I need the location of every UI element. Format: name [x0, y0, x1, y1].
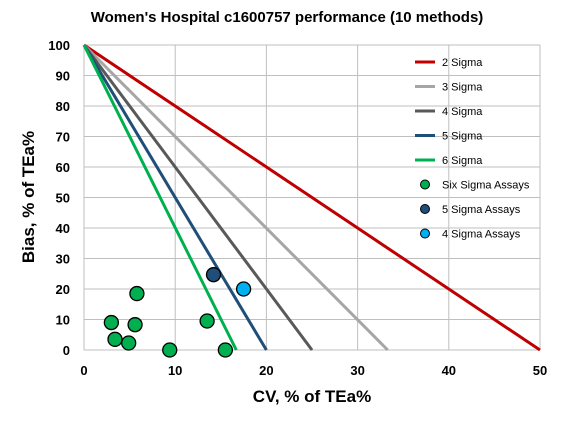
- assay-points: [103, 267, 252, 358]
- x-tick-label: 40: [442, 363, 456, 378]
- legend-marker: [420, 179, 430, 190]
- legend-item: 5 Sigma Assays: [420, 204, 521, 216]
- x-tick-label: 10: [168, 363, 182, 378]
- legend-label: 4 Sigma: [442, 106, 483, 118]
- data-point: [235, 281, 252, 297]
- legend-item: 5 Sigma: [415, 131, 483, 143]
- y-tick-label: 10: [56, 313, 70, 328]
- legend: 2 Sigma 3 Sigma 4 Sigma 5 Sigma 6 Sigma Six S…: [415, 57, 530, 241]
- x-axis-label: CV, % of TEa%: [253, 387, 371, 406]
- y-tick-label: 20: [56, 282, 70, 297]
- y-tick-label: 60: [56, 160, 70, 175]
- sigma-lines: [82, 43, 541, 352]
- legend-item: Six Sigma Assays: [420, 179, 530, 192]
- sigma-line: [82, 44, 314, 351]
- x-tick-label: 50: [533, 363, 547, 378]
- y-tick-label: 70: [56, 130, 70, 145]
- sigma-line: [83, 43, 541, 352]
- x-tick-labels: 0 10 20 30 40 50: [80, 363, 547, 378]
- legend-label: 5 Sigma: [442, 131, 483, 143]
- data-point: [162, 342, 178, 358]
- data-point: [199, 313, 215, 329]
- x-tick-label: 20: [259, 363, 273, 378]
- y-tick-labels: 0 10 20 30 40 50 60 70 80 90 100: [48, 38, 70, 358]
- y-axis-label: Bias, % of TEa%: [19, 131, 38, 263]
- data-point: [103, 314, 120, 331]
- legend-label: 6 Sigma: [442, 155, 483, 167]
- legend-marker: [420, 204, 430, 214]
- x-tick-label: 0: [80, 363, 87, 378]
- data-point: [107, 331, 123, 347]
- legend-item: 4 Sigma Assays: [420, 228, 521, 241]
- y-tick-label: 90: [56, 69, 70, 84]
- sigma-line: [82, 44, 238, 351]
- y-tick-label: 0: [63, 343, 70, 358]
- legend-item: 6 Sigma: [415, 155, 483, 167]
- y-tick-label: 40: [56, 221, 70, 236]
- legend-item: 2 Sigma: [415, 57, 483, 69]
- x-tick-label: 30: [350, 363, 364, 378]
- chart-title: Women's Hospital c1600757 performance (1…: [91, 9, 484, 26]
- sigma-line: [82, 44, 268, 351]
- y-tick-label: 50: [56, 191, 70, 206]
- sigma-line: [82, 43, 389, 352]
- data-point: [127, 317, 143, 333]
- legend-item: 3 Sigma: [415, 82, 483, 94]
- y-tick-label: 30: [56, 252, 70, 267]
- y-tick-label: 80: [56, 99, 70, 114]
- data-point: [129, 285, 145, 302]
- legend-label: Six Sigma Assays: [442, 180, 530, 192]
- data-point: [205, 267, 222, 283]
- legend-label: 2 Sigma: [442, 57, 483, 69]
- legend-item: 4 Sigma: [415, 106, 483, 118]
- legend-label: 4 Sigma Assays: [442, 229, 521, 241]
- legend-label: 3 Sigma: [442, 82, 483, 94]
- y-tick-label: 100: [48, 38, 70, 53]
- data-point: [121, 335, 137, 351]
- data-point: [217, 342, 234, 358]
- legend-marker: [420, 228, 430, 239]
- legend-label: 5 Sigma Assays: [442, 204, 521, 216]
